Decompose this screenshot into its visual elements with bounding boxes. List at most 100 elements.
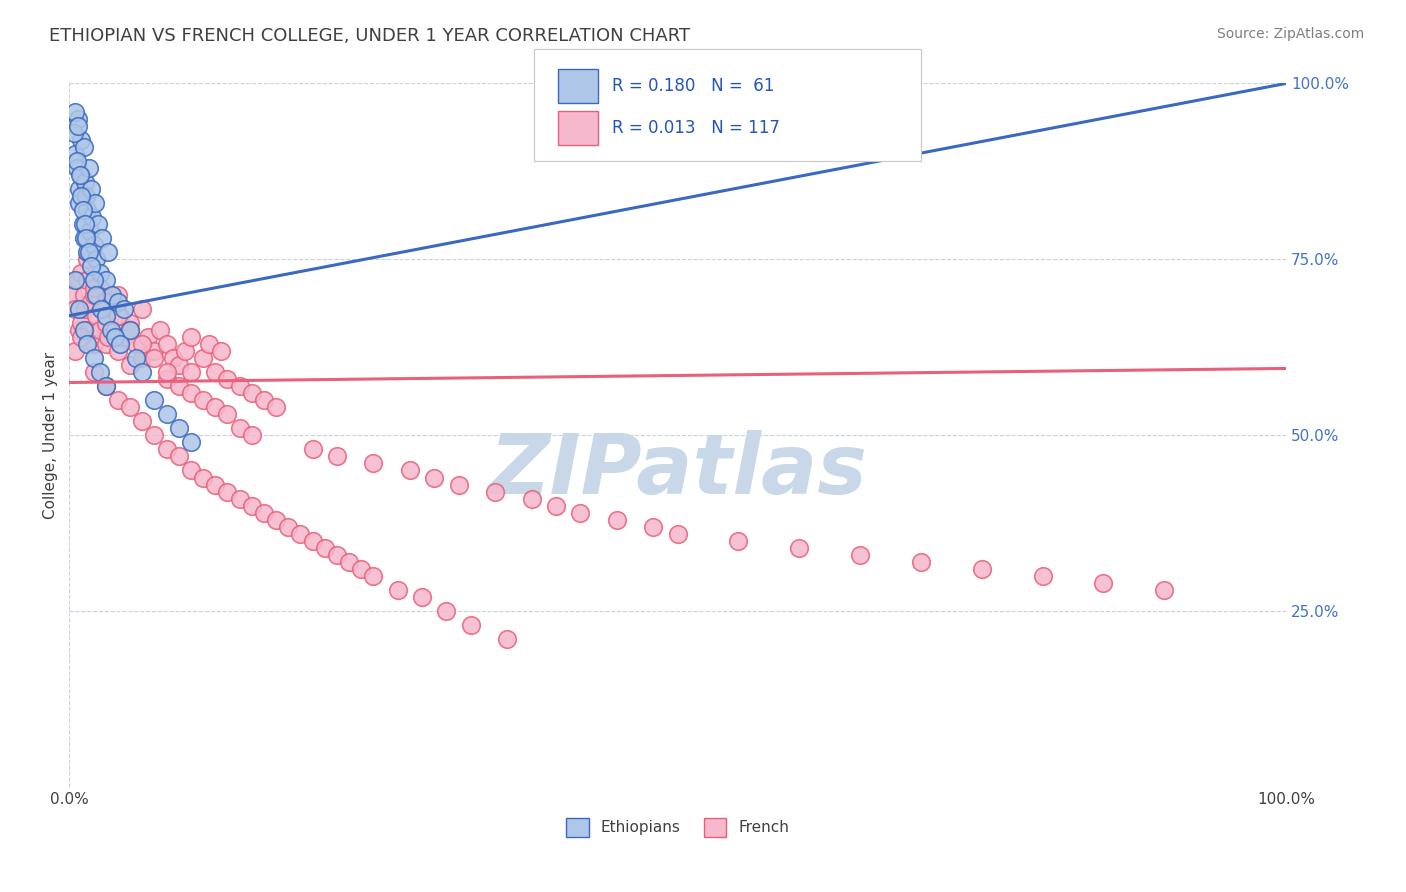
Point [849,548,872,562]
Point [155,407,177,421]
Point [76,245,98,260]
Point [204,400,226,414]
Point [107,393,129,408]
Point [727,533,749,548]
Point [277,520,299,534]
Point [120,400,142,414]
Point [73,287,96,301]
Point [80,294,103,309]
Point [83,280,105,294]
Point [131,351,153,365]
Point [301,533,323,548]
Point [87,217,110,231]
Point [264,400,287,414]
Point [66,112,89,126]
Point [84,287,107,301]
Point [460,618,482,632]
Point [72,217,94,231]
Point [1092,576,1115,591]
Point [73,301,96,316]
Point [104,323,127,337]
Point [65,153,87,168]
Point [167,358,190,372]
Point [73,231,96,245]
Point [155,336,177,351]
Point [399,463,422,477]
Point [120,358,142,372]
Point [167,450,190,464]
Point [107,294,129,309]
Point [75,231,97,245]
Point [73,140,96,154]
Point [180,330,202,344]
Point [569,506,592,520]
Point [191,351,214,365]
Point [326,450,349,464]
Point [363,457,385,471]
Point [80,260,103,274]
Point [910,555,932,569]
Point [104,330,127,344]
Point [97,245,120,260]
Point [143,351,166,365]
Y-axis label: College, Under 1 year: College, Under 1 year [44,351,58,519]
Point [83,351,105,365]
Point [90,301,112,316]
Point [447,477,470,491]
Point [337,555,360,569]
Point [228,379,250,393]
Point [387,583,409,598]
Point [76,203,98,218]
Point [970,562,993,576]
Point [65,273,87,287]
Point [65,301,87,316]
Point [83,365,105,379]
Point [787,541,810,555]
Point [198,336,221,351]
Point [350,562,373,576]
Point [253,393,276,408]
Text: ZIPatlas: ZIPatlas [489,430,866,511]
Point [191,470,214,484]
Point [544,499,567,513]
Point [110,309,132,323]
Point [1153,583,1175,598]
Point [83,238,105,252]
Point [155,372,177,386]
Point [314,541,336,555]
Point [125,336,148,351]
Point [80,182,103,196]
Point [83,273,105,287]
Point [301,442,323,457]
Point [62,287,84,301]
Point [191,393,214,408]
Point [107,343,129,358]
Point [107,309,129,323]
Point [89,365,111,379]
Point [107,287,129,301]
Point [173,343,195,358]
Point [66,273,89,287]
Point [120,323,142,337]
Point [112,330,135,344]
Point [436,604,458,618]
Point [120,323,142,337]
Point [66,119,89,133]
Point [94,273,117,287]
Point [363,569,385,583]
Point [167,421,190,435]
Point [496,632,519,647]
Text: ETHIOPIAN VS FRENCH COLLEGE, UNDER 1 YEAR CORRELATION CHART: ETHIOPIAN VS FRENCH COLLEGE, UNDER 1 YEA… [49,27,690,45]
Point [217,407,239,421]
Point [167,379,190,393]
Point [484,484,506,499]
Point [83,336,105,351]
Point [70,316,93,330]
Point [101,287,124,301]
Point [180,463,202,477]
Text: Source: ZipAtlas.com: Source: ZipAtlas.com [1216,27,1364,41]
Point [89,267,111,281]
Point [73,217,96,231]
Point [666,526,689,541]
Point [228,421,250,435]
